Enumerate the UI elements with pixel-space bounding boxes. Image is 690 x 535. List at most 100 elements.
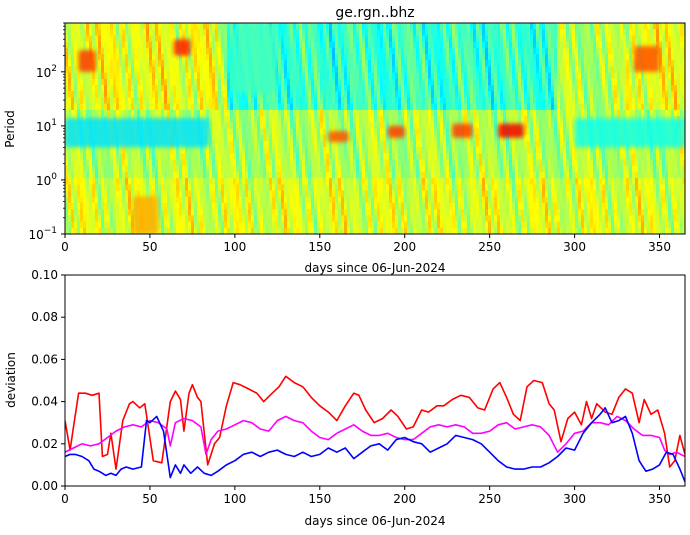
- heatmap-cell: [464, 227, 468, 234]
- heatmap-cell: [380, 153, 384, 161]
- heatmap-cell: [326, 178, 330, 185]
- heatmap-cell: [176, 54, 180, 61]
- heatmap-cell: [86, 215, 90, 223]
- heatmap-cell: [458, 196, 462, 204]
- heatmap-cell: [218, 66, 222, 74]
- heatmap-cell: [119, 178, 123, 185]
- heatmap-cell: [272, 165, 276, 173]
- heatmap-cell: [206, 209, 210, 216]
- heatmap-cell: [371, 47, 375, 55]
- heatmap-cell: [353, 47, 357, 55]
- heatmap-cell: [377, 184, 381, 192]
- heatmap-cell: [461, 184, 465, 192]
- heatmap-cell: [131, 184, 135, 192]
- heatmap-cell: [419, 202, 423, 210]
- heatmap-cell: [68, 91, 72, 99]
- heatmap-cell: [170, 23, 174, 30]
- heatmap-cell: [350, 97, 354, 105]
- heatmap-cell: [323, 85, 327, 92]
- heatmap-cell: [329, 66, 333, 74]
- heatmap-cell: [497, 103, 501, 111]
- heatmap-cell: [392, 103, 396, 111]
- heatmap-cell: [404, 209, 408, 216]
- heatmap-cell: [425, 72, 429, 80]
- heatmap-cell: [299, 47, 303, 55]
- heatmap-cell: [377, 103, 381, 111]
- heatmap-cell: [167, 91, 171, 99]
- heatmap-cell: [305, 209, 309, 216]
- heatmap-cell: [194, 171, 198, 179]
- heatmap-cell: [164, 97, 168, 105]
- heatmap-cell: [365, 178, 369, 185]
- heatmap-cell: [104, 72, 108, 80]
- heatmap-cell: [374, 215, 378, 223]
- heatmap-cell: [179, 72, 183, 80]
- heatmap-cell: [107, 159, 111, 167]
- heatmap-cell: [320, 190, 324, 198]
- heatmap-cell: [110, 23, 114, 30]
- heatmap-cell: [170, 190, 174, 198]
- heatmap-cell: [254, 215, 258, 223]
- heatmap-cell: [83, 147, 87, 154]
- heatmap-cell: [302, 41, 306, 49]
- heatmap-cell: [134, 184, 138, 192]
- heatmap-cell: [197, 35, 201, 43]
- heatmap-cell: [380, 60, 384, 68]
- heatmap-cell: [155, 190, 159, 198]
- heatmap-cell: [284, 54, 288, 61]
- heatmap-cell: [356, 184, 360, 192]
- heatmap-cell: [206, 29, 210, 37]
- heatmap-cell: [344, 196, 348, 204]
- heatmap-cell: [182, 97, 186, 105]
- heatmap-cell: [233, 202, 237, 210]
- heatmap-cell: [401, 178, 405, 185]
- heatmap-cell: [155, 165, 159, 173]
- heatmap-cell: [467, 97, 471, 105]
- heatmap-cell: [374, 196, 378, 204]
- heatmap-cell: [86, 178, 90, 185]
- heatmap-cell: [116, 147, 120, 154]
- heatmap-cell: [287, 85, 291, 92]
- heatmap-cell: [413, 190, 417, 198]
- heatmap-cell: [263, 103, 267, 111]
- heatmap-cell: [428, 171, 432, 179]
- heatmap-cell: [476, 196, 480, 204]
- heatmap-cell: [179, 159, 183, 167]
- heatmap-cell: [179, 23, 183, 30]
- heatmap-cell: [95, 72, 99, 80]
- heatmap-cell: [272, 190, 276, 198]
- heatmap-cell: [209, 128, 213, 136]
- heatmap-cell: [263, 196, 267, 204]
- heatmap-cell: [320, 97, 324, 105]
- heatmap-cell: [203, 159, 207, 167]
- heatmap-cell: [233, 221, 237, 229]
- heatmap-cell: [167, 178, 171, 185]
- heatmap-cell: [302, 109, 306, 117]
- heatmap-cell: [281, 221, 285, 229]
- heatmap-cell: [125, 91, 129, 99]
- heatmap-cell: [482, 60, 486, 68]
- heatmap-cell: [245, 202, 249, 210]
- heatmap-cell: [350, 209, 354, 216]
- heatmap-cell: [422, 159, 426, 167]
- heatmap-cell: [215, 128, 219, 136]
- heatmap-cell: [443, 78, 447, 86]
- heatmap-cell: [479, 190, 483, 198]
- heatmap-cell: [80, 85, 84, 92]
- heatmap-cell: [479, 153, 483, 161]
- heatmap-cell: [314, 227, 318, 234]
- heatmap-cell: [68, 29, 72, 37]
- heatmap-cell: [314, 134, 318, 142]
- heatmap-cell: [179, 215, 183, 223]
- heatmap-cell: [479, 109, 483, 117]
- heatmap-cell: [125, 202, 129, 210]
- heatmap-cell: [173, 159, 177, 167]
- heatmap-cell: [68, 78, 72, 86]
- heatmap-cell: [476, 23, 480, 30]
- heatmap-cell: [122, 97, 126, 105]
- heatmap-cell: [173, 196, 177, 204]
- heatmap-cell: [404, 227, 408, 234]
- heatmap-cell: [437, 128, 441, 136]
- heatmap-cell: [383, 103, 387, 111]
- heatmap-cell: [413, 227, 417, 234]
